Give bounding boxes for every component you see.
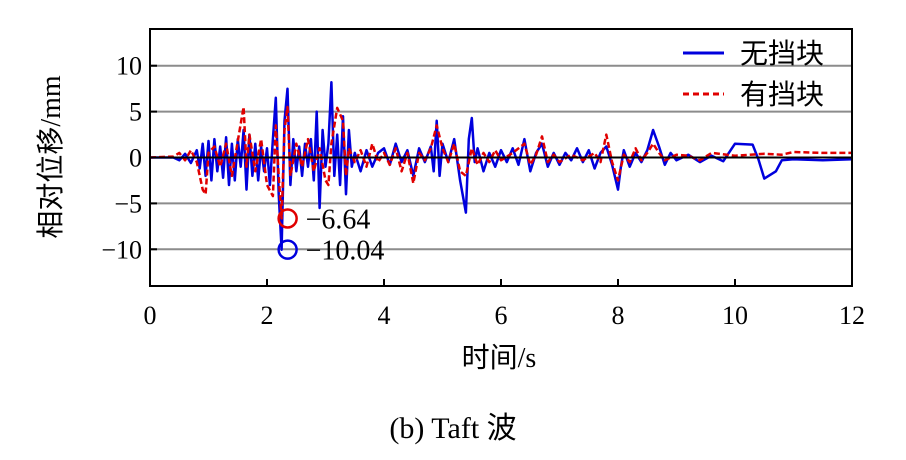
grid-lines <box>150 64 852 251</box>
x-tick-label-12: 12 <box>839 301 865 330</box>
annotation-label-2: −10.04 <box>306 236 385 267</box>
annotation-marker-1 <box>277 208 298 229</box>
series-line-1 <box>150 80 853 251</box>
legend: 无挡块 有挡块 <box>683 38 824 111</box>
y-tick-label-5: 5 <box>129 98 142 127</box>
x-tick-label-10: 10 <box>722 301 748 330</box>
legend-label-series-2: 有挡块 <box>740 79 824 111</box>
y-tick-label--10: −10 <box>101 235 142 264</box>
x-tick-label-8: 8 <box>612 301 625 330</box>
series-group <box>149 80 853 251</box>
y-tick-label-0: 0 <box>129 144 142 173</box>
x-axis-label: 时间/s <box>462 342 537 374</box>
annotation-marker-2 <box>277 239 298 260</box>
x-ticks: 0 2 4 6 8 10 12 <box>144 279 865 330</box>
annotations: −6.64−10.04 <box>277 204 385 267</box>
x-tick-label-2: 2 <box>261 301 274 330</box>
annotation-label-1: −6.64 <box>306 204 371 235</box>
series-line-2 <box>149 105 852 220</box>
legend-label-series-1: 无挡块 <box>740 38 824 70</box>
figure-caption: (b) Taft 波 <box>389 412 516 445</box>
x-tick-label-4: 4 <box>378 301 391 330</box>
x-tick-label-6: 6 <box>495 301 508 330</box>
y-axis-label: 相对位移/mm <box>35 75 67 239</box>
y-tick-label-10: 10 <box>116 52 142 81</box>
x-tick-label-0: 0 <box>144 301 157 330</box>
y-ticks: −10 −5 0 5 10 <box>101 52 157 264</box>
y-tick-label--5: −5 <box>114 189 142 218</box>
